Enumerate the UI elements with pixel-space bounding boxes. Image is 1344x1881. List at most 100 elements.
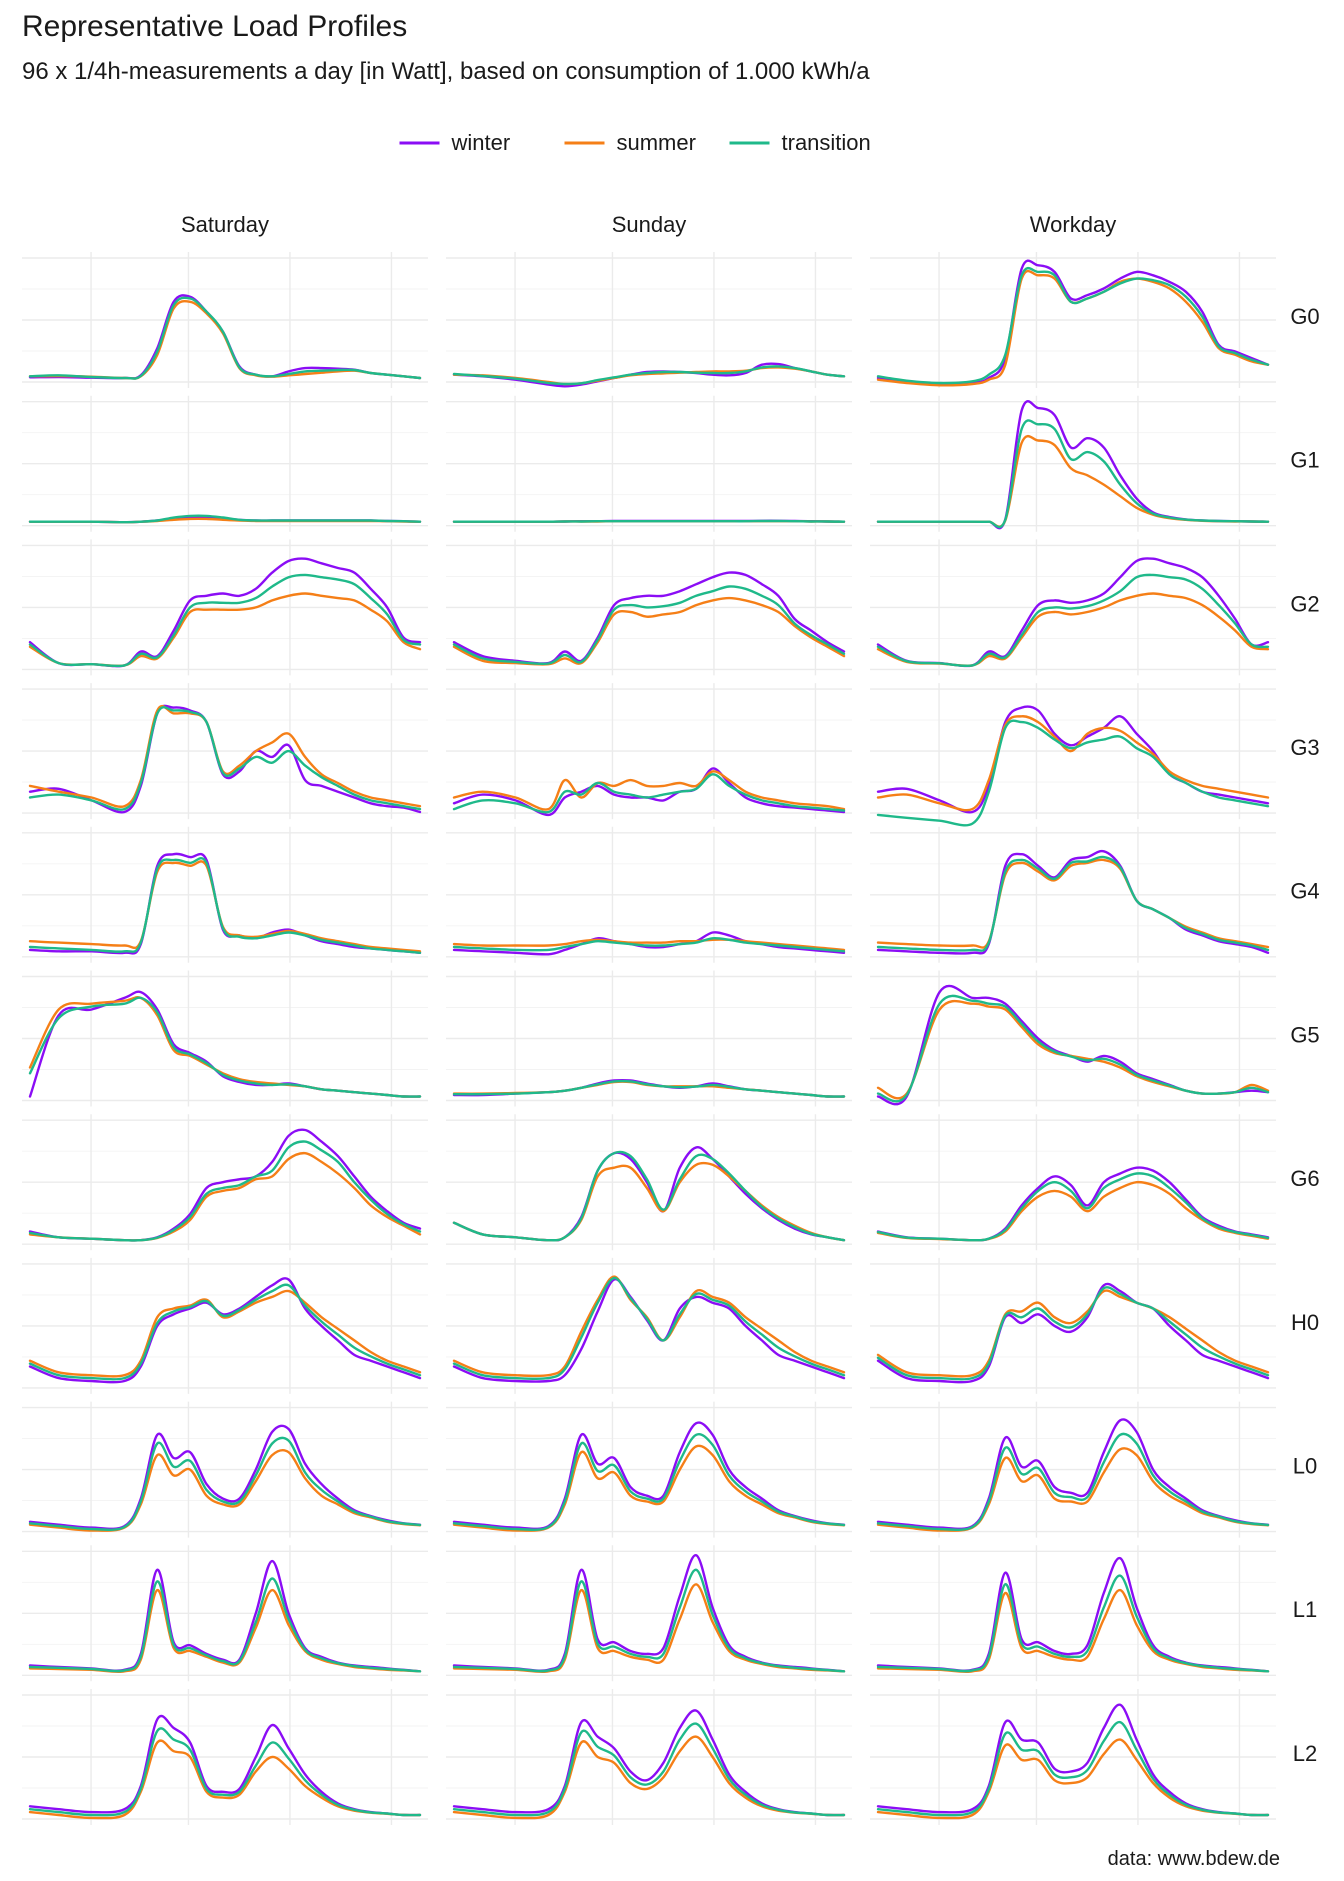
series-line-transition-g5-saturday [28,996,422,1098]
series-line-transition-h0-saturday [28,1283,422,1381]
chart-title: Representative Load Profiles [22,10,408,43]
series-line-summer-g3-sunday [452,770,846,811]
series-line-transition-l0-sunday [452,1432,846,1531]
series-line-summer-l2-sunday [452,1735,846,1820]
series-line-transition-l2-workday [876,1720,1270,1817]
series-line-summer-g0-saturday [28,299,422,380]
panel-l1-workday [870,1545,1276,1682]
facet-row-label-g4: G4 [1290,879,1319,904]
series-line-transition-g4-saturday [28,857,422,954]
series-line-transition-g1-saturday [28,514,422,524]
series-line-transition-g5-sunday [452,1079,846,1098]
series-line-winter-l1-saturday [28,1559,422,1673]
series-line-winter-l0-workday [876,1418,1270,1530]
facet-row-label-g5: G5 [1290,1022,1319,1047]
facet-row-label-g1: G1 [1290,448,1319,473]
panel-h0-saturday [22,1257,428,1394]
panel-g2-workday [870,539,1276,676]
series-line-transition-g6-sunday [452,1150,846,1242]
panel-h0-sunday [446,1257,852,1394]
series-line-summer-h0-workday [876,1289,1270,1378]
facet-column-label-saturday: Saturday [181,212,269,237]
series-line-summer-g2-workday [876,592,1270,667]
series-line-transition-h0-sunday [452,1276,846,1381]
series-line-transition-l1-sunday [452,1568,846,1673]
series-line-winter-l1-workday [876,1556,1270,1673]
series-line-transition-g0-saturday [28,296,422,380]
series-line-winter-h0-workday [876,1282,1270,1384]
series-line-summer-l0-workday [876,1447,1270,1532]
panel-l1-sunday [446,1545,852,1682]
series-line-transition-g2-saturday [28,573,422,668]
panel-g0-saturday [22,252,428,388]
panel-g2-saturday [22,539,428,676]
series-line-summer-g6-saturday [28,1151,422,1242]
panel-g4-saturday [22,826,428,963]
series-line-summer-g3-saturday [28,705,422,808]
panel-g1-saturday [22,395,428,532]
panel-g6-saturday [22,1114,428,1251]
series-line-transition-g1-sunday [452,519,846,523]
series-line-winter-g5-workday [876,984,1270,1106]
panel-l0-sunday [446,1401,852,1538]
series-line-winter-g6-saturday [28,1128,422,1242]
panel-g3-saturday [22,683,428,820]
series-line-winter-g2-sunday [452,571,846,665]
facet-row-label-g2: G2 [1290,591,1319,616]
panel-g1-sunday [446,395,852,532]
series-line-transition-l0-saturday [28,1436,422,1531]
panel-g5-workday [870,970,1276,1107]
panel-l2-sunday [446,1689,852,1825]
series-line-winter-h0-saturday [28,1277,422,1384]
series-line-transition-g1-workday [876,419,1270,529]
panel-l2-workday [870,1689,1276,1825]
series-line-summer-g3-workday [876,715,1270,812]
facet-column-label-workday: Workday [1030,212,1116,237]
series-line-summer-l1-workday [876,1588,1270,1674]
series-line-summer-l0-saturday [28,1448,422,1532]
series-line-transition-l1-workday [876,1574,1270,1673]
series-line-transition-g3-workday [876,719,1270,827]
series-line-transition-g2-workday [876,573,1270,668]
series-line-transition-g3-saturday [28,706,422,811]
series-line-winter-g3-sunday [452,767,846,817]
series-line-summer-h0-saturday [28,1289,422,1378]
panel-g2-sunday [446,539,852,676]
series-line-transition-l1-saturday [28,1577,422,1673]
panel-g1-workday [870,395,1276,532]
series-line-transition-g5-workday [876,994,1270,1103]
series-line-winter-g3-workday [876,705,1270,814]
series-line-summer-l2-workday [876,1738,1270,1820]
legend: winter summer transition [399,130,871,155]
panel-g6-workday [870,1114,1276,1251]
legend-label-transition: transition [782,130,871,155]
series-line-winter-g4-workday [876,849,1270,955]
series-line-transition-g0-workday [876,266,1270,385]
data-source-caption: data: www.bdew.de [1107,1848,1280,1870]
legend-label-winter: winter [451,130,511,155]
facet-column-label-sunday: Sunday [612,212,687,237]
series-line-summer-g6-sunday [452,1161,846,1242]
panel-g4-sunday [446,826,852,963]
series-line-summer-g4-saturday [28,860,422,953]
facet-row-label-l0: L0 [1293,1454,1317,1479]
series-line-winter-g4-saturday [28,852,422,955]
series-line-winter-g1-workday [876,400,1270,530]
legend-item-winter: winter [399,130,511,155]
panel-g0-sunday [446,252,852,388]
panel-l0-saturday [22,1401,428,1538]
facet-row-label-h0: H0 [1291,1310,1319,1335]
series-line-winter-g2-workday [876,557,1270,668]
panel-g4-workday [870,826,1276,963]
series-line-summer-g6-workday [876,1180,1270,1242]
facet-row-label-g6: G6 [1290,1166,1319,1191]
series-line-summer-g5-workday [876,999,1270,1100]
panel-g5-saturday [22,970,428,1107]
facet-row-label-l2: L2 [1293,1741,1317,1766]
series-line-transition-l2-saturday [28,1727,422,1817]
series-line-winter-h0-sunday [452,1278,846,1383]
facet-row-label-l1: L1 [1293,1597,1317,1622]
series-line-winter-g0-workday [876,259,1270,386]
series-line-winter-l2-saturday [28,1714,422,1817]
